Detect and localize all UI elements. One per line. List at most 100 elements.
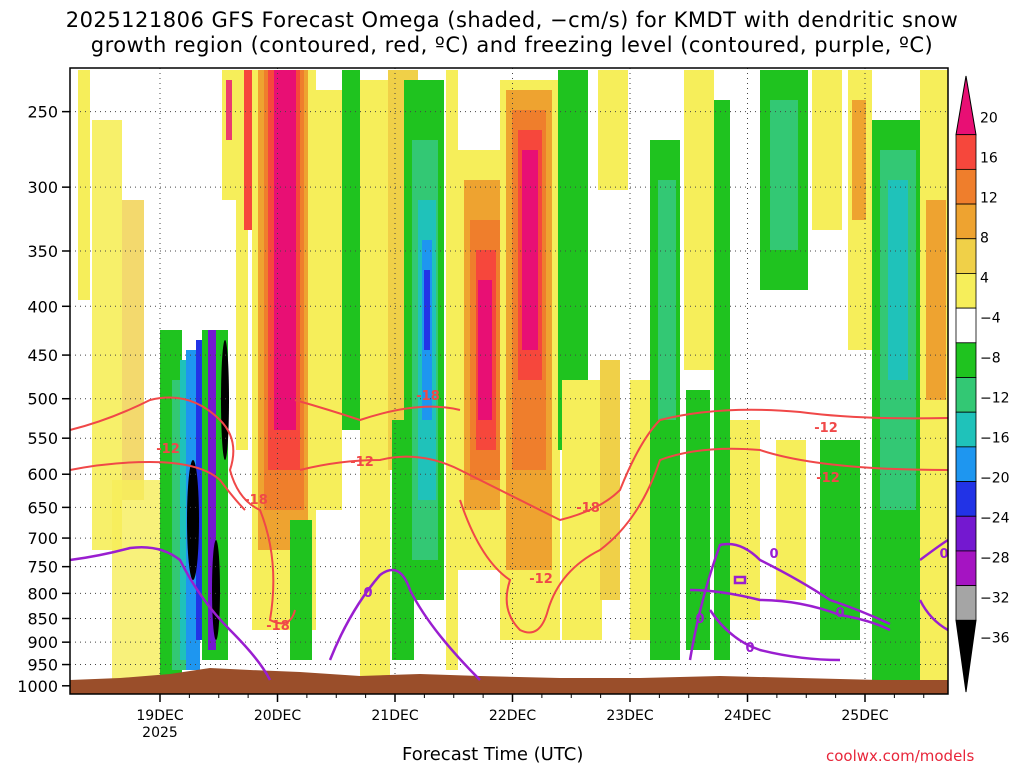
colorbar-swatch bbox=[955, 550, 977, 587]
omega-shade bbox=[812, 70, 842, 230]
colorbar-label: 8 bbox=[980, 230, 989, 246]
freezing-contour-label: 0 bbox=[695, 612, 704, 627]
freezing-contour-label: 0 bbox=[835, 606, 844, 621]
colorbar-swatch bbox=[955, 238, 977, 274]
x-tick-label: 22DEC bbox=[489, 708, 536, 724]
y-tick-label: 1000 bbox=[17, 677, 58, 696]
credit-link[interactable]: coolwx.com/models bbox=[826, 747, 975, 765]
omega-shade bbox=[244, 70, 254, 230]
plot-frame bbox=[69, 67, 949, 695]
omega-shade bbox=[212, 540, 220, 640]
freezing-contour bbox=[328, 568, 481, 681]
y-tick-label: 450 bbox=[27, 346, 58, 365]
y-tick-label: 550 bbox=[27, 429, 58, 448]
y-tick-label: 600 bbox=[27, 465, 58, 484]
colorbar-swatch bbox=[955, 411, 977, 448]
omega-shade bbox=[187, 460, 199, 580]
freezing-contour bbox=[918, 538, 949, 632]
colorbar-label: 16 bbox=[980, 150, 998, 166]
x-axis: 19DEC 20DEC 21DEC 22DEC 23DEC 24DEC 25DEC 2025 bbox=[136, 694, 925, 741]
dgz-contour-label: -18 bbox=[266, 619, 290, 634]
y-tick-label: 950 bbox=[27, 656, 58, 675]
freezing-contours bbox=[69, 538, 949, 681]
omega-shade bbox=[342, 70, 360, 430]
freezing-label-group: 0 0 0 0 0 0 bbox=[363, 547, 948, 656]
dgz-contour-label: -12 bbox=[814, 421, 838, 436]
y-axis: 250 300 350 400 450 500 550 600 650 700 750 800 850 9… bbox=[17, 103, 70, 696]
omega-shade bbox=[658, 180, 676, 420]
colorbar-label: −16 bbox=[980, 431, 1010, 447]
dgz-contour bbox=[69, 396, 296, 625]
chart-title-line1: 2025121806 GFS Forecast Omega (shaded, −… bbox=[65, 8, 959, 32]
omega-shade bbox=[888, 180, 908, 380]
omega-shade bbox=[684, 70, 714, 370]
colorbar-label: −4 bbox=[980, 310, 1001, 326]
dgz-contour-label: -12 bbox=[156, 442, 180, 457]
omega-shade bbox=[208, 330, 216, 650]
y-tick-label: 300 bbox=[27, 178, 58, 197]
freezing-contour-label: 0 bbox=[769, 547, 778, 562]
colorbar: 20 16 12 8 4 −4 −8 −12 −16 −20 −24 −28 −32 −36 bbox=[955, 75, 1010, 693]
y-tick-label: 800 bbox=[27, 584, 58, 603]
freezing-contour bbox=[689, 588, 891, 632]
dgz-contour-label: -12 bbox=[816, 471, 840, 486]
dgz-contour-label: -18 bbox=[416, 389, 440, 404]
colorbar-label: 12 bbox=[980, 190, 998, 206]
omega-shade bbox=[714, 100, 730, 660]
colorbar-swatch bbox=[955, 515, 977, 552]
y-tick-label: 650 bbox=[27, 498, 58, 517]
dgz-contour bbox=[459, 447, 949, 634]
x-tick-label: 23DEC bbox=[606, 708, 653, 724]
dgz-contour-label: -12 bbox=[350, 455, 374, 470]
omega-shade bbox=[598, 70, 628, 190]
y-tick-label: 350 bbox=[27, 242, 58, 261]
omega-shade bbox=[776, 440, 806, 600]
colorbar-swatch bbox=[955, 585, 977, 621]
omega-shade bbox=[522, 150, 538, 350]
x-year-label: 2025 bbox=[142, 725, 178, 741]
colorbar-swatch bbox=[955, 134, 977, 170]
freezing-contour bbox=[708, 609, 841, 662]
x-tick-label: 21DEC bbox=[371, 708, 418, 724]
y-tick-label: 900 bbox=[27, 633, 58, 652]
omega-shade bbox=[196, 340, 206, 640]
x-tick-label: 24DEC bbox=[724, 708, 771, 724]
colorbar-label: −20 bbox=[980, 471, 1010, 487]
colorbar-swatch bbox=[955, 75, 977, 136]
freezing-contour bbox=[69, 546, 272, 681]
freezing-contour bbox=[733, 575, 747, 585]
colorbar-label: −8 bbox=[980, 350, 1001, 366]
dgz-contour bbox=[299, 408, 949, 522]
dgz-contour-label: -18 bbox=[576, 501, 600, 516]
omega-shade bbox=[226, 80, 232, 140]
colorbar-label: 4 bbox=[980, 270, 989, 286]
y-tick-label: 250 bbox=[27, 103, 58, 122]
omega-shade bbox=[180, 360, 190, 660]
y-tick-label: 500 bbox=[27, 390, 58, 409]
colorbar-label: −12 bbox=[980, 391, 1010, 407]
omega-shade bbox=[852, 100, 866, 220]
colorbar-swatch bbox=[955, 273, 977, 309]
colorbar-swatch bbox=[955, 481, 977, 517]
colorbar-swatch bbox=[955, 168, 977, 205]
dgz-contours bbox=[69, 396, 949, 634]
colorbar-label: 20 bbox=[980, 110, 998, 126]
x-tick-label: 19DEC bbox=[136, 708, 183, 724]
x-axis-label: Forecast Time (UTC) bbox=[402, 744, 584, 765]
omega-shade bbox=[926, 200, 946, 400]
freezing-contour-label: 0 bbox=[745, 641, 754, 656]
omega-shade bbox=[274, 70, 296, 430]
omega-shade bbox=[290, 520, 312, 660]
y-tick-label: 700 bbox=[27, 529, 58, 548]
colorbar-label: −36 bbox=[980, 631, 1010, 647]
colorbar-swatch bbox=[955, 619, 977, 693]
omega-shade bbox=[730, 420, 760, 620]
colorbar-swatch bbox=[955, 203, 977, 240]
omega-shade bbox=[820, 440, 860, 640]
omega-shade bbox=[424, 270, 430, 350]
dgz-contour-label: -18 bbox=[244, 493, 268, 508]
dgz-label-group: -12 -18 -12 -18 -18 -12 -18 -12 -12 bbox=[156, 389, 840, 634]
omega-shade bbox=[122, 200, 144, 500]
